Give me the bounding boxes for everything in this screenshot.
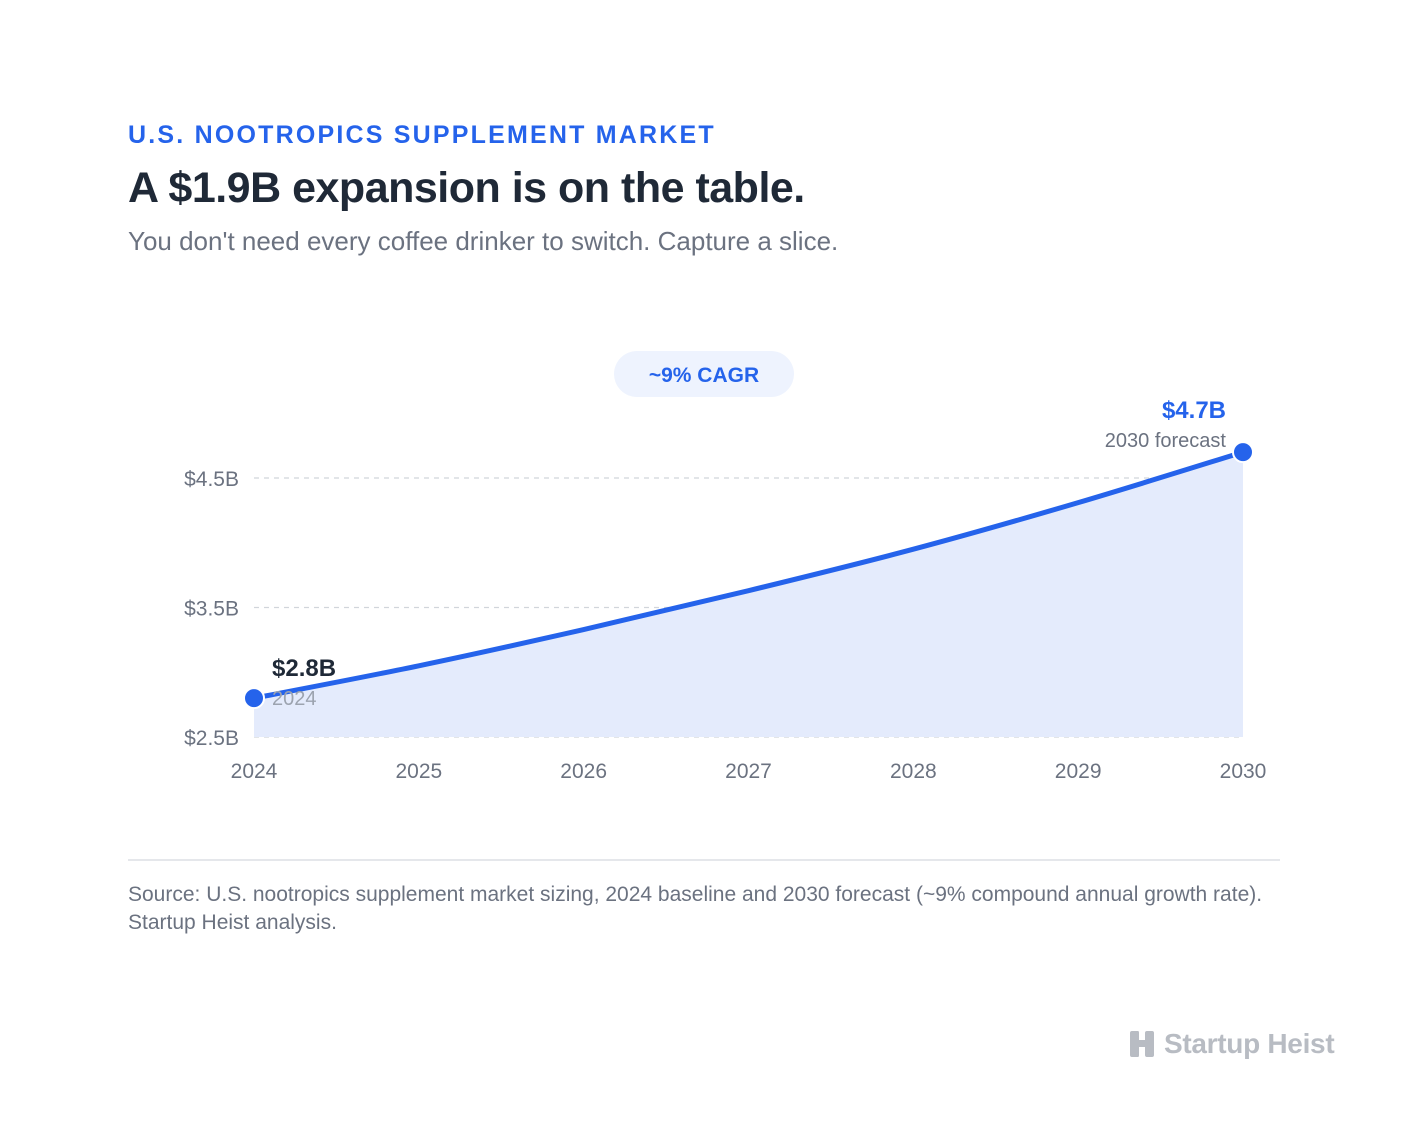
brand-logo: Startup Heist (1128, 1028, 1335, 1060)
page-title: A $1.9B expansion is on the table. (128, 164, 805, 212)
market-size-chart: $2.5B $3.5B $4.5B 2024 2025 2026 2027 2028 2029 2… (184, 351, 1266, 783)
cagr-badge: ~9% CAGR (614, 351, 794, 397)
axis-labels: $2.5B $3.5B $4.5B 2024 2025 2026 2027 2028 2029 2… (184, 468, 1266, 783)
y-tick-label: $3.5B (184, 598, 239, 621)
start-point-marker (243, 687, 265, 710)
point-annotations: $2.8B 2024 $4.7B 2030 forecast (243, 397, 1254, 710)
line-layer (251, 449, 1246, 701)
x-tick-label: 2025 (395, 760, 442, 783)
cagr-badge-label: ~9% CAGR (649, 364, 759, 387)
x-tick-label: 2029 (1055, 760, 1102, 783)
market-area-fill (254, 452, 1243, 737)
y-tick-label: $4.5B (184, 468, 239, 491)
cagr-badge-background (614, 351, 794, 397)
footer-divider (128, 859, 1280, 861)
end-year-label: 2030 forecast (1105, 430, 1227, 452)
x-tick-label: 2027 (725, 760, 772, 783)
building-logo-icon (1130, 1031, 1154, 1057)
x-tick-label: 2028 (890, 760, 937, 783)
y-tick-label: $2.5B (184, 727, 239, 750)
area-fill-layer (254, 452, 1243, 737)
eyebrow-label: U.S. NOOTROPICS SUPPLEMENT MARKET (128, 121, 716, 149)
source-note: Source: U.S. nootropics supplement marke… (128, 883, 1263, 934)
market-line (251, 449, 1246, 701)
end-value-label: $4.7B (1162, 397, 1226, 424)
brand-name: Startup Heist (1164, 1028, 1335, 1059)
x-tick-label: 2024 (231, 760, 278, 783)
start-value-label: $2.8B (272, 655, 336, 682)
page-subtitle: You don't need every coffee drinker to s… (128, 226, 839, 256)
end-point-marker (1232, 441, 1254, 464)
start-year-label: 2024 (272, 688, 317, 710)
x-tick-label: 2026 (560, 760, 607, 783)
x-tick-label: 2030 (1220, 760, 1267, 783)
